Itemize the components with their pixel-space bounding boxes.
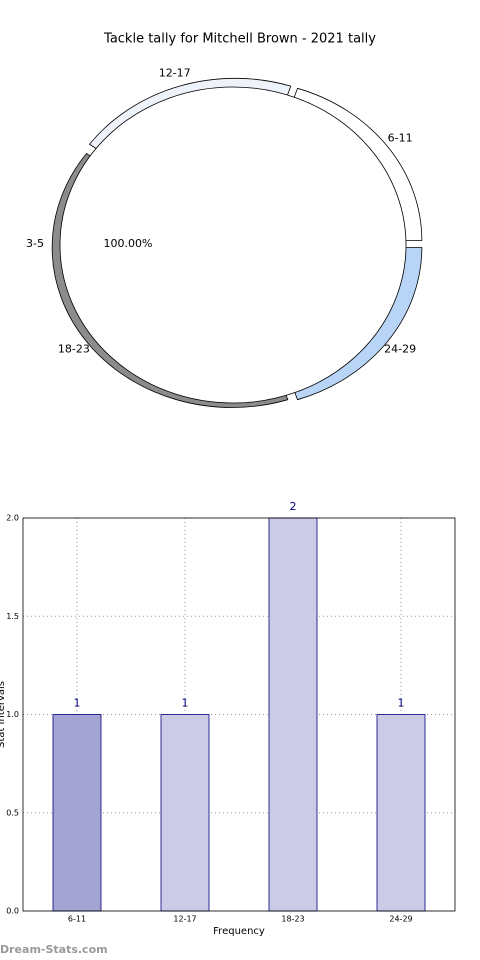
x-tick-label: 18-23 [281, 915, 304, 924]
slice-label: 18-23 [58, 342, 90, 355]
y-tick-label: 1.0 [6, 710, 19, 719]
slice-label: 24-29 [384, 342, 416, 355]
y-tick-label: 1.5 [6, 612, 19, 621]
slice-percent: 100.00% [104, 237, 153, 250]
pie-title: Tackle tally for Mitchell Brown - 2021 t… [103, 32, 376, 47]
y-axis-label: Stat Intervals [0, 681, 7, 748]
x-axis-label: Frequency [213, 926, 265, 937]
plot-frame [22, 517, 456, 912]
bar-value-label: 1 [182, 697, 189, 710]
bar-value-label: 1 [74, 697, 81, 710]
x-tick-label: 24-29 [389, 915, 412, 924]
y-tick-label: 0.0 [6, 907, 19, 916]
bar [268, 517, 318, 912]
bar-value-label: 2 [290, 500, 297, 513]
bar [160, 714, 210, 912]
x-tick-label: 12-17 [173, 915, 196, 924]
bar [376, 714, 426, 912]
slice-label: 12-17 [159, 67, 191, 80]
y-tick-label: 0.5 [6, 808, 19, 817]
pie-slice [59, 86, 407, 404]
bar [52, 714, 102, 912]
bar-value-label: 1 [398, 697, 405, 710]
watermark: Dream-Stats.com [0, 943, 108, 956]
slice-label: 6-11 [388, 132, 413, 145]
slice-label: 3-5 [26, 237, 44, 250]
y-tick-label: 2.0 [6, 514, 19, 523]
x-tick-label: 6-11 [68, 915, 86, 924]
